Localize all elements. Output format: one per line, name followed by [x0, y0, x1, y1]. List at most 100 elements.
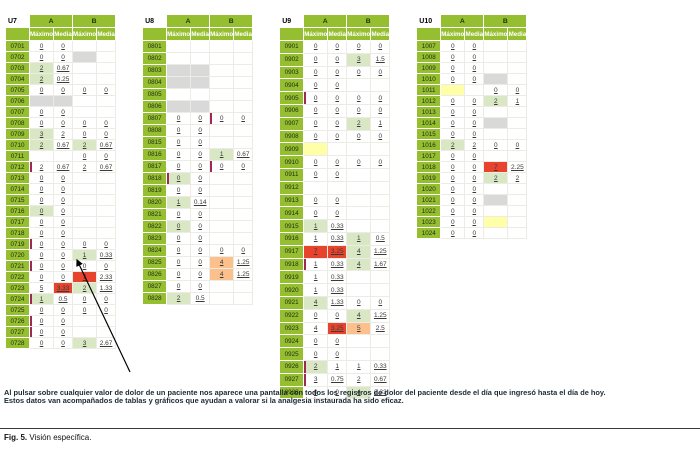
pain-value-link[interactable]: 0 [356, 68, 361, 76]
pain-value-cell[interactable]: 0 [303, 103, 329, 118]
pain-value-cell[interactable]: 1 [303, 257, 329, 272]
pain-value-link[interactable]: 1 [356, 363, 361, 371]
pain-value-link[interactable]: 0 [39, 86, 44, 94]
pain-value-cell[interactable]: 0 [327, 385, 348, 400]
pain-value-link[interactable]: 0 [39, 229, 44, 237]
pain-value-link[interactable]: 4 [219, 271, 224, 278]
pain-value-cell[interactable]: 0 [53, 51, 74, 63]
pain-value-cell[interactable]: 0 [507, 139, 528, 151]
pain-value-cell[interactable]: 2 [28, 62, 55, 74]
pain-value-link[interactable]: 3 [313, 376, 318, 384]
pain-value-link[interactable]: 0 [61, 207, 65, 215]
pain-value-link[interactable]: 2 [176, 295, 181, 302]
pain-value-link[interactable]: 0 [176, 271, 181, 278]
pain-value-link[interactable]: 2 [39, 64, 44, 72]
pain-value-link[interactable]: 4 [313, 324, 318, 332]
pain-value-cell[interactable]: 0 [190, 220, 211, 233]
pain-value-link[interactable]: 0 [39, 185, 44, 193]
pain-value-cell[interactable]: 0 [53, 249, 74, 261]
pain-value-link[interactable]: 0 [450, 75, 455, 83]
pain-value-link[interactable]: 0 [335, 132, 340, 140]
pain-value-link[interactable]: 0.25 [56, 75, 70, 83]
pain-value-link[interactable]: 0 [198, 175, 202, 182]
pain-value-link[interactable]: 4 [313, 299, 318, 307]
pain-value-link[interactable]: 0 [61, 229, 65, 237]
pain-value-cell[interactable]: 0 [440, 62, 466, 74]
pain-value-cell[interactable]: 7 [303, 244, 329, 259]
pain-value-link[interactable]: 3 [39, 130, 44, 138]
pain-value-cell[interactable]: 0 [303, 52, 329, 67]
pain-value-link[interactable]: 1 [356, 235, 361, 243]
pain-value-link[interactable]: 0 [176, 211, 181, 218]
pain-value-cell[interactable]: 0 [28, 51, 55, 63]
pain-value-link[interactable]: 1.33 [99, 284, 113, 292]
pain-value-link[interactable]: 0 [82, 119, 87, 127]
pain-value-link[interactable]: 0.33 [330, 235, 344, 243]
pain-value-cell[interactable]: 0 [53, 106, 74, 118]
pain-value-cell[interactable]: 0 [464, 95, 485, 107]
pain-value-cell[interactable]: 2 [72, 282, 98, 294]
pain-value-cell[interactable]: 0 [370, 129, 391, 144]
pain-value-cell[interactable]: 0 [72, 117, 98, 129]
pain-value-cell[interactable]: 0 [28, 183, 55, 195]
pain-value-link[interactable]: 0 [472, 207, 477, 215]
pain-value-link[interactable]: 0 [198, 139, 202, 146]
pain-value-cell[interactable]: 0 [190, 112, 211, 125]
pain-value-cell[interactable]: 1 [303, 283, 329, 297]
pain-value-link[interactable]: 0 [176, 223, 181, 230]
pain-value-cell[interactable]: 0 [209, 112, 235, 125]
pain-value-link[interactable]: 0 [176, 175, 181, 182]
pain-value-link[interactable]: 0 [61, 185, 65, 193]
pain-value-cell[interactable]: 0 [166, 208, 192, 221]
pain-value-link[interactable]: 0 [450, 185, 455, 193]
pain-value-cell[interactable]: 0.67 [53, 62, 74, 74]
pain-value-cell[interactable]: 0 [440, 216, 466, 228]
pain-value-cell[interactable]: 0 [303, 385, 329, 400]
pain-value-link[interactable]: 0 [39, 207, 44, 215]
pain-value-link[interactable]: 0 [450, 229, 455, 237]
pain-value-cell[interactable]: 1.25 [370, 244, 391, 259]
pain-value-cell[interactable]: 0 [28, 260, 55, 272]
pain-value-link[interactable]: 0 [39, 108, 44, 116]
pain-value-link[interactable]: 0 [219, 115, 224, 122]
pain-value-cell[interactable]: 7 [72, 271, 98, 283]
pain-value-link[interactable]: 3 [82, 339, 87, 347]
pain-value-cell[interactable]: 0 [327, 103, 348, 118]
pain-value-link[interactable]: 0 [104, 240, 108, 248]
pain-value-cell[interactable]: 0 [464, 172, 485, 184]
pain-value-cell[interactable]: 0.33 [327, 219, 348, 233]
pain-value-cell[interactable]: 0 [440, 51, 466, 63]
pain-value-cell[interactable]: 0.67 [96, 161, 117, 173]
pain-value-cell[interactable]: 2 [507, 172, 528, 184]
pain-value-link[interactable]: 0 [335, 312, 340, 320]
pain-value-link[interactable]: 0.5 [58, 295, 68, 303]
pain-value-cell[interactable]: 0.5 [370, 231, 391, 246]
pain-value-cell[interactable]: 1 [72, 249, 98, 261]
pain-value-link[interactable]: 0 [313, 132, 318, 140]
pain-value-link[interactable]: 0 [450, 130, 455, 138]
pain-value-link[interactable]: 0.67 [56, 64, 70, 72]
pain-value-cell[interactable]: 0 [303, 116, 329, 131]
pain-value-cell[interactable]: 2.25 [507, 161, 528, 173]
pain-value-cell[interactable]: 3 [28, 128, 55, 140]
pain-value-link[interactable]: 0 [450, 152, 455, 160]
pain-value-link[interactable]: 5 [39, 284, 44, 292]
pain-value-cell[interactable]: 3.25 [327, 244, 348, 259]
pain-value-link[interactable]: 1 [313, 235, 318, 243]
pain-value-link[interactable]: 0 [39, 53, 44, 61]
pain-value-cell[interactable]: 0 [28, 315, 55, 327]
pain-value-link[interactable]: 1 [313, 222, 318, 230]
pain-value-link[interactable]: 0 [176, 115, 181, 122]
pain-value-cell[interactable]: 0 [72, 150, 98, 162]
pain-value-link[interactable]: 0 [313, 350, 318, 358]
pain-value-link[interactable]: 2 [494, 97, 498, 105]
pain-value-cell[interactable]: 0 [190, 232, 211, 245]
pain-value-cell[interactable]: 0 [370, 155, 391, 169]
pain-value-cell[interactable]: 0 [370, 103, 391, 118]
pain-value-link[interactable]: 1 [515, 97, 520, 105]
pain-value-cell[interactable]: 0 [327, 347, 348, 361]
pain-value-cell[interactable]: 0 [166, 112, 192, 125]
pain-value-link[interactable]: 0 [335, 43, 340, 51]
pain-value-link[interactable]: 0 [472, 218, 477, 226]
pain-value-cell[interactable]: 0.75 [327, 372, 348, 387]
